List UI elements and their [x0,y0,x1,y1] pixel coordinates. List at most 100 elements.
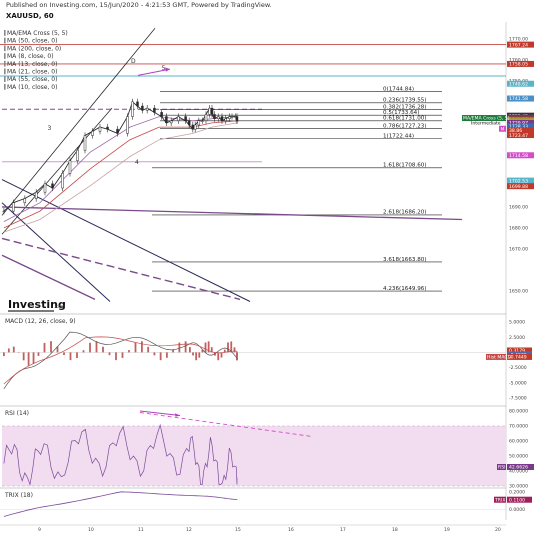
macd-histogram-bar [89,342,91,353]
wave-annotation: 5 [162,65,166,72]
fib-level-label: 0.618(1731.00) [383,116,427,122]
macd-y-tick: -7.5000 [509,396,527,402]
x-tick-label: 10 [88,527,94,533]
trix-y-tick: 0.0000 [509,507,525,513]
purple-trend-line [1,206,463,221]
macd-value-text: -0.7449 [509,355,527,361]
m-tag-box [499,125,506,132]
candle-body [160,112,163,117]
macd-histogram-bar [227,342,229,353]
wave-annotation: 4 [135,159,139,166]
legend-marker [4,45,6,52]
rsi-title: RSI (14) [5,410,29,417]
candle-body [76,149,79,161]
y-tick-label: 1670.00 [509,247,528,253]
price-tag-text: 1767.24 [509,42,528,48]
y-tick-label: 1680.00 [509,226,528,232]
fib-level-label: 0.382(1736.28) [383,104,427,110]
rsi-line [3,423,238,486]
logo-suffix: .com [54,305,66,310]
candle-body [201,120,204,122]
candle-body [177,116,180,122]
rsi-name-tag [497,464,506,471]
price-tag-box [507,152,534,159]
legend-entry: MA (200, close, 0) [7,45,61,52]
trix-name-tag [494,496,506,503]
macd-histogram-bar [3,352,5,357]
x-tick-label: 19 [444,527,450,533]
legend-marker [4,37,6,44]
fib-level-label: 1(1722.44) [383,134,414,140]
rsi-y-tick: 60.0000 [509,439,528,445]
macd-y-tick: 5.0000 [509,320,525,326]
rsi-y-tick: 50.0000 [509,454,528,460]
cross-tag-box [462,115,506,122]
x-tick-label: 16 [288,527,294,533]
price-tag-box [507,60,534,67]
rsi-divergence-line [139,412,313,437]
purple-dashed-trend [1,237,241,301]
macd-histogram-bar [134,342,137,353]
x-tick-label: 12 [186,527,192,533]
annotations: D 5 3 4 [48,58,171,166]
macd-histogram-bar [172,349,175,353]
macd-y-tick: -5.0000 [509,380,527,386]
price-tag-box [507,183,534,190]
candle-body [191,124,195,130]
legend-entry: MA (10, close, 0) [7,84,57,91]
macd-y-tick: 2.5000 [509,335,525,341]
legend-marker [4,83,6,90]
price-tag-text: 1741.58 [509,96,528,102]
macd-histogram-bar [27,352,30,366]
candle-body [61,173,64,189]
candle-body [217,116,220,119]
price-tag-box [507,95,534,102]
candle-body [210,107,214,115]
macd-histogram-bar [95,341,98,353]
macd-histogram-bar [236,352,238,361]
macd-histogram-bar [207,341,210,353]
macd-histogram-bar [201,349,204,353]
trix-value-tag [507,496,532,503]
candle-body [197,120,201,126]
macd-histogram-bar [102,346,104,353]
legend-entry: MA (50, close, 0) [7,38,57,45]
price-tag-box [507,41,534,48]
candle-body [193,124,197,130]
price-tag-box [507,127,534,134]
macd-histogram-bar [121,352,124,358]
macd-value-tag [507,353,532,360]
x-tick-label: 15 [235,527,241,533]
macd-histogram-bar [115,352,117,361]
candle-body [184,116,187,122]
trix-name-text: TRIX [494,497,506,503]
published-note: Published on Investing.com, 15/Jun/2020 … [6,1,272,9]
candle-body [51,183,54,189]
candle-body [224,118,227,122]
x-axis: 9 10 11 12 15 16 17 18 19 20 [0,524,506,533]
candle-body [141,105,144,111]
moving-average-line [3,116,238,222]
candle-body [106,126,109,130]
macd-histogram-bar [220,352,223,358]
legend-marker [4,53,6,59]
candle-body [220,116,224,122]
y-tick-label: 1770.00 [509,36,528,42]
legend-entry: MA (55, close, 0) [7,76,57,83]
price-tag-text: 1714.58 [509,153,528,159]
macd-histogram-bar [230,341,233,353]
trix-value-text: 0.1100 [509,497,525,503]
macd-histogram-bar [50,341,52,353]
legend-marker [4,68,6,75]
investing-logo: Investing .com [8,298,66,312]
candle-body [116,128,119,134]
macd-histogram-bar [223,349,226,353]
macd-histogram-bar [128,350,130,353]
legend: MA/EMA Cross (5, 5)MA (50, close, 0)MA (… [4,30,68,91]
macd-histogram-bar [37,352,40,356]
candle-body [91,131,94,136]
legend-entry: MA (21, close, 0) [7,69,57,76]
candle-body [153,107,156,113]
wave-annotation: D [131,58,136,65]
